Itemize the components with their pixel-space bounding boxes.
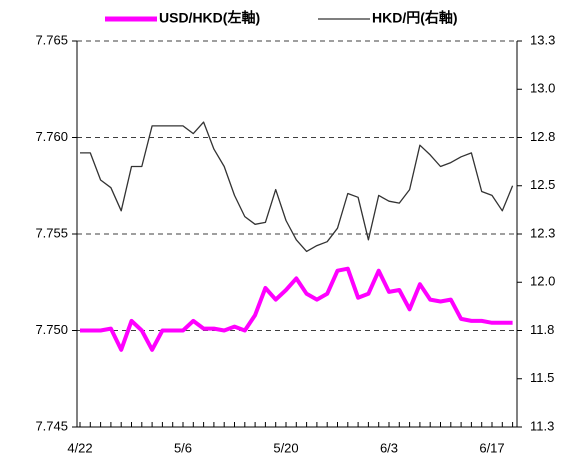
legend-label: USD/HKD(左軸) — [159, 10, 260, 26]
x-tick-label: 4/22 — [67, 440, 92, 455]
legend-label: HKD/円(右軸) — [372, 10, 458, 26]
series-line — [80, 121, 514, 253]
x-tick-label: 5/20 — [273, 440, 298, 455]
x-tick-label: 5/6 — [174, 440, 192, 455]
y2-tick-label: 11.3 — [530, 418, 554, 433]
y-tick-label: 7.760 — [35, 129, 68, 144]
y2-tick-label: 12.5 — [530, 177, 555, 192]
y2-tick-label: 12.8 — [530, 129, 555, 144]
x-tick-label: 6/3 — [380, 440, 398, 455]
x-tick-label: 6/17 — [479, 440, 504, 455]
y2-tick-label: 13.3 — [530, 32, 555, 47]
y-tick-label: 7.745 — [35, 418, 68, 433]
series-line — [80, 266, 513, 352]
y2-tick-label: 12.3 — [530, 225, 555, 240]
y-tick-label: 7.750 — [35, 322, 68, 337]
y2-tick-label: 11.5 — [530, 370, 554, 385]
y2-tick-label: 13.0 — [530, 81, 555, 96]
y-tick-label: 7.755 — [35, 225, 68, 240]
y-tick-label: 7.765 — [35, 32, 68, 47]
y2-tick-label: 12.0 — [530, 274, 555, 289]
y2-tick-label: 11.8 — [530, 322, 554, 337]
